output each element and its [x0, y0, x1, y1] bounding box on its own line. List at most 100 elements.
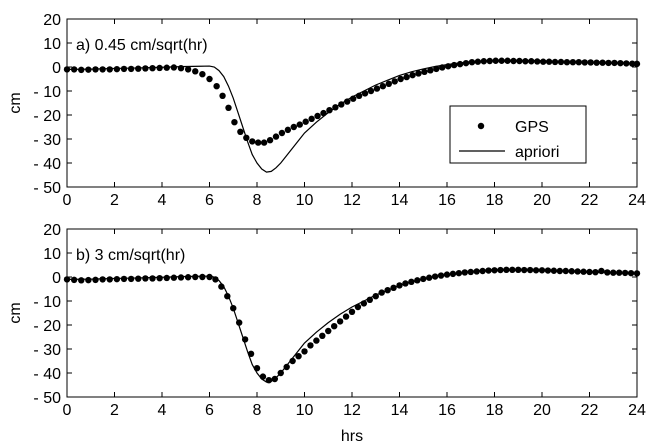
- panel-b-gps-point: [184, 274, 192, 281]
- panel-a-x-tick-label: 22: [581, 192, 599, 209]
- panel-a-y-tick-label: - 10: [33, 84, 61, 101]
- panel-b-gps-point: [127, 275, 135, 283]
- panel-a-gps-point: [421, 68, 428, 76]
- panel-b-gps-point: [283, 363, 290, 371]
- panel-b-gps-point: [307, 342, 314, 349]
- panel-b-gps-point: [192, 273, 199, 281]
- panel-b-gps-point: [85, 276, 92, 284]
- panel-a-gps-point: [516, 57, 523, 65]
- panel-b-gps-point: [598, 267, 605, 275]
- panel-b-plot-layer: [63, 266, 641, 384]
- panel-a-gps-point: [545, 58, 553, 65]
- legend: GPS apriori: [449, 105, 587, 164]
- panel-b-x-tick-label: 4: [158, 402, 167, 419]
- legend-box: [449, 105, 587, 164]
- panel-a-gps-point: [308, 115, 315, 123]
- panel-a-gps-point: [260, 139, 268, 146]
- panel-a-gps-point: [272, 133, 280, 140]
- panel-a-x-tick-label: 0: [63, 192, 72, 209]
- panel-a-x-tick-label: 2: [110, 192, 119, 209]
- panel-b-y-tick-label: 20: [43, 222, 61, 239]
- panel-b-x-tick-label: 22: [581, 402, 599, 419]
- panel-a-x-tick-label: 20: [533, 192, 551, 209]
- panel-b-y-tick-label: - 10: [33, 294, 61, 311]
- panel-a-x-tick-label: 6: [205, 192, 214, 209]
- panel-b-gps-point: [135, 275, 142, 282]
- panel-b-gps-point: [170, 274, 178, 281]
- panel-a-gps-point: [142, 65, 149, 72]
- panel-b-x-tick-label: 2: [110, 402, 119, 419]
- panel-a-gps-point: [184, 66, 192, 73]
- legend-gps-label: GPS: [515, 119, 549, 136]
- legend-gps-marker: [477, 122, 485, 130]
- panel-a-gps-point: [254, 139, 262, 146]
- panel-b-x-tick-label: 12: [343, 402, 361, 419]
- panel-b-gps-point: [163, 274, 170, 282]
- panel-a-gps-point: [249, 138, 256, 145]
- legend-apriori-label: apriori: [515, 144, 559, 161]
- panel-a-title: a) 0.45 cm/sqrt(hr): [76, 37, 208, 54]
- panel-a-y-axis-label: cm: [7, 92, 24, 113]
- panel-a-gps-point: [135, 65, 142, 72]
- panel-a-gps-point: [237, 128, 244, 135]
- panel-a-gps-point: [551, 58, 559, 66]
- panel-b-y-tick-label: 0: [52, 270, 61, 287]
- panel-a-x-tick-label: 12: [343, 192, 361, 209]
- panel-a-gps-point: [278, 129, 286, 137]
- panel-b-y-ticks: 20 10 0 - 10 - 20 - 30 - 40 - 50: [33, 222, 637, 407]
- panel-b-y-tick-label: - 40: [33, 366, 61, 383]
- panel-a-gps-point: [127, 65, 135, 73]
- panel-b-y-tick-label: - 50: [33, 390, 61, 407]
- panel-b-x-ticks: 0 2 4 6 8 10 12 14 16 18 20 22 24: [63, 229, 646, 419]
- panel-a-gps-point: [225, 104, 232, 112]
- panel-b-gps-point: [325, 327, 332, 335]
- panel-a-gps-point: [379, 83, 387, 90]
- panel-b-x-tick-label: 10: [296, 402, 314, 419]
- panel-b-y-tick-label: - 30: [33, 342, 61, 359]
- panel-a-gps-point: [113, 65, 121, 73]
- panel-a-gps-point: [213, 83, 220, 90]
- panel-a-gps-point: [510, 57, 517, 65]
- panel-a-gps-point: [373, 85, 381, 92]
- panel-a-gps-point: [397, 75, 404, 83]
- panel-b-gps-point: [319, 332, 326, 339]
- panel-a-gps-point: [177, 65, 185, 72]
- panel-a-gps-point: [385, 80, 393, 88]
- panel-b-gps-point: [177, 274, 185, 281]
- panel-a-gps-point: [433, 65, 440, 73]
- panel-a-y-tick-label: - 40: [33, 156, 61, 173]
- panel-a-y-ticks: 20 10 0 - 10 - 20 - 30 - 40 - 50: [33, 12, 637, 197]
- panel-b-x-tick-label: 16: [438, 402, 456, 419]
- panel-a-y-tick-label: 0: [52, 60, 61, 77]
- panel-b-gps-point: [106, 276, 113, 283]
- panel-b-y-axis-label: cm: [7, 302, 24, 323]
- panel-a-gps-point: [557, 58, 565, 66]
- panel-b-gps-point: [120, 275, 128, 283]
- panel-a-gps-point: [403, 73, 410, 81]
- panel-a-gps-point: [415, 70, 422, 77]
- panel-b-apriori-line: [66, 269, 638, 383]
- panel-a-x-tick-label: 18: [486, 192, 504, 209]
- panel-b-gps-point: [330, 323, 338, 330]
- panel-b-gps-point: [149, 275, 156, 282]
- panel-a-gps-point: [149, 65, 156, 72]
- panel-a-gps-point: [120, 65, 128, 73]
- panel-a-gps-point: [156, 64, 163, 72]
- panel-a-gps-point: [539, 58, 547, 65]
- panel-b-gps-point: [156, 275, 163, 282]
- panel-b-x-tick-label: 6: [205, 402, 214, 419]
- panel-a-y-tick-label: 10: [43, 36, 61, 53]
- panel-b-gps-point: [336, 318, 344, 325]
- panel-a-gps-point: [290, 123, 298, 131]
- panel-a-y-tick-label: - 20: [33, 108, 61, 125]
- panel-b-x-tick-label: 18: [486, 402, 504, 419]
- panel-a-gps-point: [192, 68, 199, 75]
- panel-a-gps-point: [199, 71, 206, 78]
- panel-b-y-tick-label: - 20: [33, 318, 61, 335]
- panel-a-gps-point: [314, 112, 321, 120]
- panel-a-gps-point: [563, 59, 571, 66]
- panel-a-x-tick-label: 16: [438, 192, 456, 209]
- panel-a-gps-point: [219, 92, 226, 100]
